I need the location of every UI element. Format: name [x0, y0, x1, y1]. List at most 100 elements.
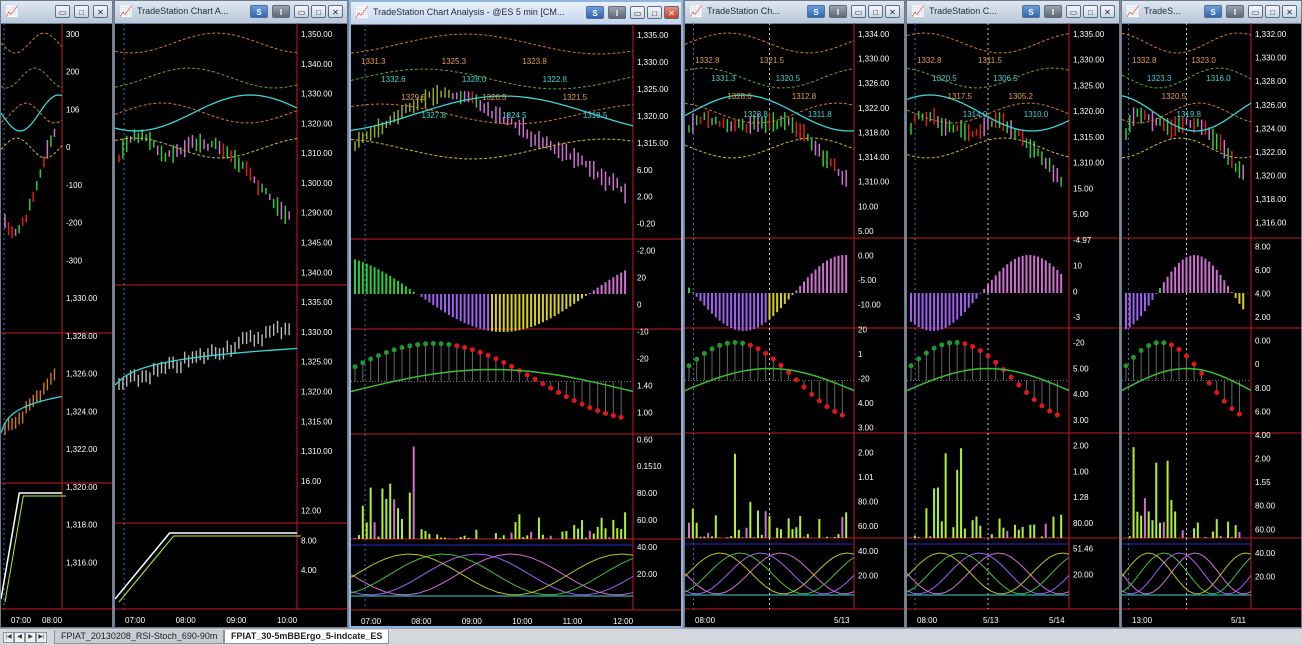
first-tab-icon[interactable]: |◀ [3, 632, 14, 643]
chart-canvas[interactable]: 1,335.00 1,330.00 1,325.00 1,320.00 1,315.00… [351, 24, 683, 628]
chart-canvas[interactable]: 1,350.00 1,340.00 1,330.00 1,320.00 1,310.00… [115, 23, 347, 628]
interval-link-button[interactable]: I [829, 5, 847, 18]
chart-app-icon: 📈 [911, 6, 925, 18]
y-tick-label: 1.55 [1255, 478, 1271, 487]
chart-window-1[interactable]: 📈 ✕ □ ▭ 300 200 106 0 -100 -200 -300 1,330.00 1,328.… [0, 0, 113, 628]
price-label: 1325.3 [442, 57, 467, 66]
price-label: 1332.8 [695, 56, 720, 65]
workspace-tab-1[interactable]: FPIAT_20130208_RSI-Stoch_690-90m [54, 630, 225, 644]
minimize-button[interactable]: ▭ [851, 5, 866, 18]
y-tick-label: 1,314.00 [858, 153, 890, 162]
symbol-link-button[interactable]: S [1204, 5, 1222, 18]
y-tick-label: 0.60 [637, 435, 653, 444]
chart-window-5[interactable]: 📈 TradeStation C... ✕ □ ▭ I S 1,335.00 1,330.00 1… [906, 0, 1120, 628]
minimize-button[interactable]: ▭ [1248, 5, 1263, 18]
last-tab-icon[interactable]: ▶| [36, 632, 47, 643]
window-titlebar[interactable]: 📈 TradeStation Chart Analysis - @ES 5 min… [351, 2, 681, 25]
prev-tab-icon[interactable]: ◀ [14, 632, 25, 643]
chart-app-icon: 📈 [119, 6, 133, 18]
symbol-link-button[interactable]: S [586, 6, 604, 19]
close-button[interactable]: ✕ [664, 6, 679, 19]
y-tick-label: 1,320.00 [66, 483, 98, 492]
minimize-button[interactable]: ▭ [630, 6, 645, 19]
y-tick-label: 0.00 [1255, 337, 1271, 346]
maximize-button[interactable]: □ [1083, 5, 1098, 18]
workspace-tab-2[interactable]: FPIAT_30-5mBBErgo_5-indcate_ES [224, 630, 390, 644]
chart-app-icon: 📈 [355, 7, 369, 19]
chart-canvas[interactable]: 300 200 106 0 -100 -200 -300 1,330.00 1,328.00 1,… [1, 23, 112, 628]
chart-window-2[interactable]: 📈 TradeStation Chart A... ✕ □ ▭ I S 1,350.00 1,3… [114, 0, 348, 628]
y-tick-label: 80.00 [1073, 519, 1094, 528]
y-tick-label: 1,320.00 [301, 119, 333, 128]
x-tick-label: 07:00 [11, 616, 32, 625]
close-button[interactable]: ✕ [328, 5, 343, 18]
price-label: 1314.0 [963, 110, 988, 119]
x-tick-label: 07:00 [125, 616, 146, 625]
price-label: 1329.5 [401, 93, 426, 102]
chart-canvas[interactable]: 1,335.00 1,330.00 1,325.00 1,320.00 1,315.00… [907, 23, 1119, 628]
y-tick-label: 0 [1255, 360, 1260, 369]
price-label: 1316.0 [1206, 74, 1231, 83]
symbol-link-button[interactable]: S [1022, 5, 1040, 18]
minimize-button[interactable]: ▭ [1066, 5, 1081, 18]
y-tick-label: 1.01 [858, 473, 874, 482]
window-title: TradeStation C... [929, 6, 997, 16]
y-tick-label: 1,320.00 [1255, 172, 1287, 181]
y-tick-label: 60.00 [1255, 525, 1276, 534]
chart-window-4[interactable]: 📈 TradeStation Ch... ✕ □ ▭ I S 1,334.00 1,330.00… [684, 0, 905, 628]
y-tick-label: 1,330.00 [637, 58, 669, 67]
interval-link-button[interactable]: I [608, 6, 626, 19]
y-tick-label: 5.00 [1073, 364, 1089, 373]
close-button[interactable]: ✕ [885, 5, 900, 18]
y-tick-label: 1,316.00 [1255, 219, 1287, 228]
close-button[interactable]: ✕ [1282, 5, 1297, 18]
interval-link-button[interactable]: I [272, 5, 290, 18]
y-tick-label: 1.40 [637, 381, 653, 390]
minimize-button[interactable]: ▭ [55, 5, 70, 18]
window-titlebar[interactable]: 📈 TradeStation Chart A... ✕ □ ▭ I S [115, 1, 347, 24]
y-tick-label: 8.00 [1255, 242, 1271, 251]
y-tick-label: 300 [66, 30, 80, 39]
y-tick-label: 1,340.00 [301, 268, 333, 277]
maximize-button[interactable]: □ [74, 5, 89, 18]
close-button[interactable]: ✕ [93, 5, 108, 18]
y-tick-label: 1,328.00 [1255, 77, 1287, 86]
maximize-button[interactable]: □ [311, 5, 326, 18]
next-tab-icon[interactable]: ▶ [25, 632, 36, 643]
y-tick-label: 1,326.00 [66, 370, 98, 379]
y-tick-label: 0 [1073, 287, 1078, 296]
y-tick-label: 2.00 [1255, 455, 1271, 464]
price-label: 1321.5 [760, 56, 785, 65]
price-label: 1320.5 [1162, 92, 1187, 101]
y-tick-label: 3.00 [1073, 416, 1089, 425]
chart-window-6[interactable]: 📈 TradeS... ✕ □ ▭ I S 1,332.00 1,330.00 1,328.00 1… [1121, 0, 1302, 628]
symbol-link-button[interactable]: S [250, 5, 268, 18]
minimize-button[interactable]: ▭ [294, 5, 309, 18]
chart-canvas[interactable]: 1,334.00 1,330.00 1,326.00 1,322.00 1,318.00… [685, 23, 904, 628]
window-titlebar[interactable]: 📈 TradeStation Ch... ✕ □ ▭ I S [685, 1, 904, 24]
price-label: 1332.8 [1132, 56, 1157, 65]
maximize-button[interactable]: □ [647, 6, 662, 19]
price-label: 1324.5 [502, 111, 527, 120]
y-tick-label: 1,300.00 [301, 179, 333, 188]
interval-link-button[interactable]: I [1226, 5, 1244, 18]
chart-window-3[interactable]: 📈 TradeStation Chart Analysis - @ES 5 min… [349, 0, 683, 628]
y-tick-label: 1,310.00 [301, 149, 333, 158]
y-tick-label: 6.00 [1255, 266, 1271, 275]
price-axis: 1,335.00 1,330.00 1,325.00 1,320.00 1,315.00… [1073, 30, 1105, 579]
chart-canvas[interactable]: 1,332.00 1,330.00 1,328.00 1,326.00 1,324.00… [1122, 23, 1301, 628]
symbol-link-button[interactable]: S [807, 5, 825, 18]
maximize-button[interactable]: □ [868, 5, 883, 18]
window-titlebar[interactable]: 📈 TradeStation C... ✕ □ ▭ I S [907, 1, 1119, 24]
price-label: 1311.8 [808, 110, 832, 119]
y-tick-label: -5.00 [858, 276, 877, 285]
close-button[interactable]: ✕ [1100, 5, 1115, 18]
y-tick-label: 1,315.00 [301, 417, 333, 426]
x-tick-label: 10:00 [512, 617, 533, 626]
interval-link-button[interactable]: I [1044, 5, 1062, 18]
y-tick-label: 1,330.00 [1255, 54, 1287, 63]
y-tick-label: -4.97 [1073, 236, 1092, 245]
maximize-button[interactable]: □ [1265, 5, 1280, 18]
window-titlebar[interactable]: 📈 TradeS... ✕ □ ▭ I S [1122, 1, 1301, 24]
window-titlebar[interactable]: 📈 ✕ □ ▭ [1, 1, 112, 24]
